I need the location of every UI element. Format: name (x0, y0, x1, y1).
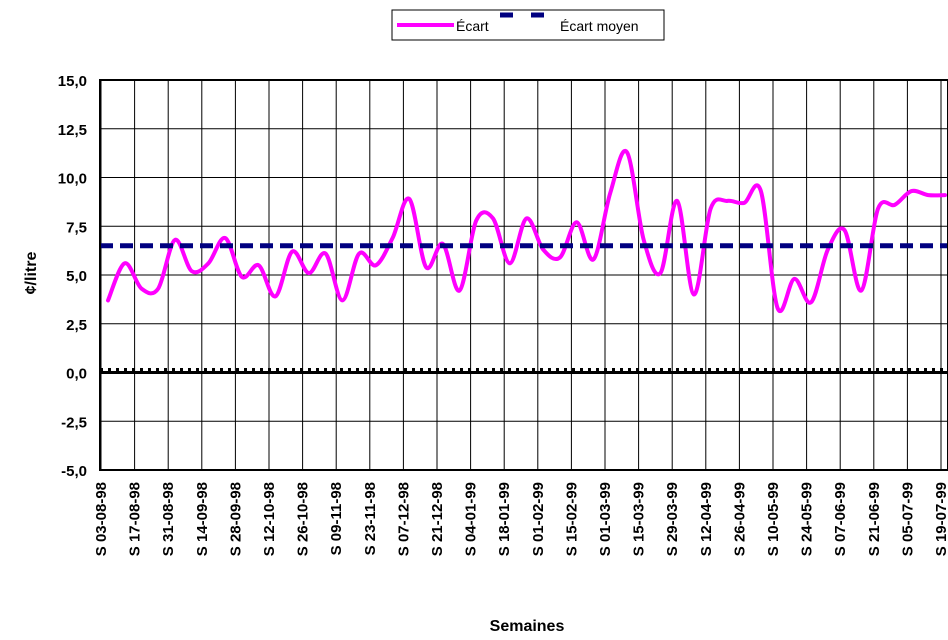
x-tick-label: S 17-08-98 (127, 482, 144, 556)
x-tick-label: S 31-08-98 (160, 482, 177, 556)
y-tick-label: 12,5 (58, 122, 87, 139)
y-tick-label: -2,5 (61, 414, 87, 431)
x-tick-label: S 26-04-99 (731, 482, 748, 556)
series-group (100, 148, 948, 314)
y-tick-label: 2,5 (66, 317, 87, 334)
x-tick-label: S 04-01-99 (463, 482, 480, 556)
x-tick-label: S 12-10-98 (261, 482, 278, 556)
grid (100, 79, 948, 471)
x-tick-label: S 05-07-99 (899, 482, 916, 556)
x-tick-label: S 26-10-98 (295, 482, 312, 556)
x-tick-label: S 10-05-99 (765, 482, 782, 556)
y-tick-label: 7,5 (66, 219, 87, 236)
x-tick-label: S 23-11-98 (362, 482, 379, 555)
x-tick-label: S 09-11-98 (328, 482, 345, 555)
series-line-ecart (106, 148, 947, 314)
y-tick-labels: -5,0 -2,5 0,0 2,5 5,0 7,5 10,0 12,5 15,0 (58, 73, 87, 480)
legend-label-ecart: Écart (456, 18, 489, 34)
x-tick-label: S 07-12-98 (395, 482, 412, 556)
x-tick-label: S 29-03-99 (664, 482, 681, 556)
x-tick-label: S 21-12-98 (429, 482, 446, 556)
x-tick-label: S 15-03-99 (631, 482, 648, 556)
x-tick-label: S 01-03-99 (597, 482, 614, 556)
x-tick-label: S 03-08-98 (93, 482, 110, 556)
x-tick-label: S 15-02-99 (563, 482, 580, 556)
x-tick-label: S 01-02-99 (530, 482, 547, 556)
x-tick-labels: S 03-08-98 S 17-08-98 S 31-08-98 S 14-09-98… (93, 482, 948, 556)
x-tick-label: S 12-04-99 (698, 482, 715, 556)
y-tick-label: -5,0 (61, 463, 87, 480)
y-axis-label: ¢/litre (23, 252, 40, 295)
x-tick-label: S 21-06-99 (866, 482, 883, 556)
y-tick-label: 0,0 (66, 366, 87, 383)
x-tick-label: S 07-06-99 (832, 482, 849, 556)
x-axis-label: Semaines (490, 618, 565, 635)
x-tick-label: S 19-07-99 (933, 482, 948, 556)
x-tick-label: S 28-09-98 (227, 482, 244, 556)
x-tick-label: S 24-05-99 (799, 482, 816, 556)
legend: Écart Écart moyen (391, 9, 665, 41)
x-tick-label: S 14-09-98 (194, 482, 211, 556)
y-tick-label: 5,0 (66, 268, 87, 285)
x-tick-label: S 18-01-99 (496, 482, 513, 556)
zero-line (100, 368, 948, 374)
legend-label-ecart-moyen: Écart moyen (560, 18, 639, 34)
y-tick-label: 10,0 (58, 171, 87, 188)
y-tick-label: 15,0 (58, 73, 87, 90)
plot-area-frame (99, 79, 948, 471)
